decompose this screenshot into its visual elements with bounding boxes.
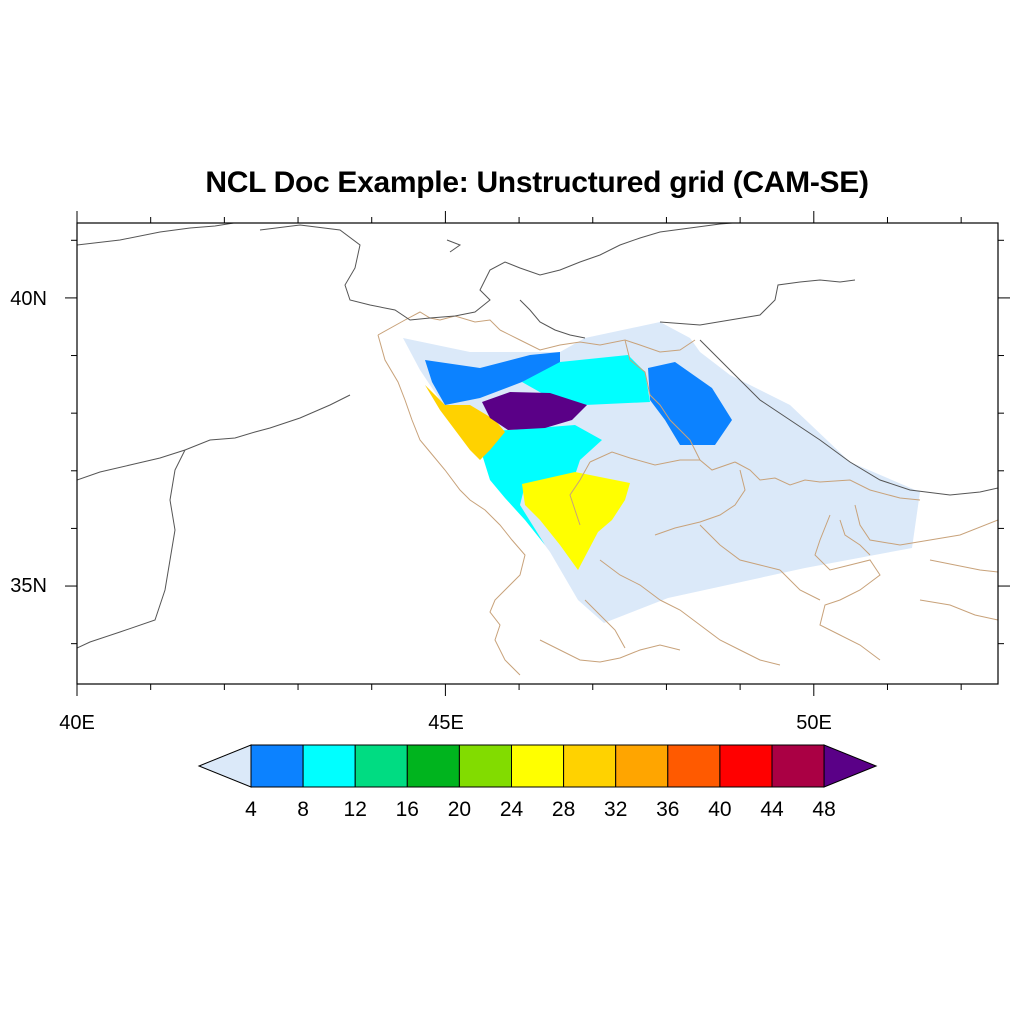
colorbar-label: 44 [760,798,784,821]
map-frame [65,211,1010,696]
colorbar-label: 32 [604,798,627,821]
contour-region-blue-east [648,362,732,445]
contour-region-purple [482,392,587,430]
colorbar-label: 24 [500,798,524,821]
page-title: NCL Doc Example: Unstructured grid (CAM-… [205,166,869,199]
political-borders [377,311,998,676]
colorbar-box [615,744,669,788]
contour-region-blue-west [425,352,560,405]
map-area [77,223,998,676]
colorbar-box [250,744,304,788]
colorbar-left-triangle [197,744,252,788]
y-tick-label-35n: 35N [10,575,47,597]
colorbar-label: 40 [708,798,731,821]
colorbar-label: 28 [552,798,575,821]
colorbar: 4 8 12 16 20 24 28 32 36 40 44 48 [197,744,878,821]
contour-region-yellow [522,472,630,570]
colorbar-box [354,744,408,788]
colorbar-label: 20 [448,798,471,821]
colorbar-box [563,744,617,788]
colorbar-box [667,744,721,788]
contour-region-cyan-south [475,425,602,545]
colorbar-label: 16 [396,798,419,821]
colorbar-right-triangle [823,744,878,788]
colorbar-box [719,744,773,788]
contour-region-cyan-north [522,355,650,405]
y-tick-label-40n: 40N [10,288,47,310]
colorbar-label: 8 [297,798,309,821]
colorbar-label: 36 [656,798,679,821]
colorbar-box [771,744,825,788]
contour-fill [403,322,920,623]
coastlines [77,223,998,649]
axis-labels: 40E 45E 50E 40N 35N [10,288,832,734]
contour-region-orange [425,385,505,460]
colorbar-box [511,744,565,788]
colorbar-box [302,744,356,788]
colorbar-label: 48 [812,798,835,821]
x-tick-label-50e: 50E [796,712,832,734]
colorbar-label: 12 [344,798,367,821]
x-tick-label-45e: 45E [428,712,464,734]
colorbar-label: 4 [245,798,257,821]
x-tick-label-40e: 40E [59,712,95,734]
colorbar-box [406,744,460,788]
colorbar-box [458,744,512,788]
